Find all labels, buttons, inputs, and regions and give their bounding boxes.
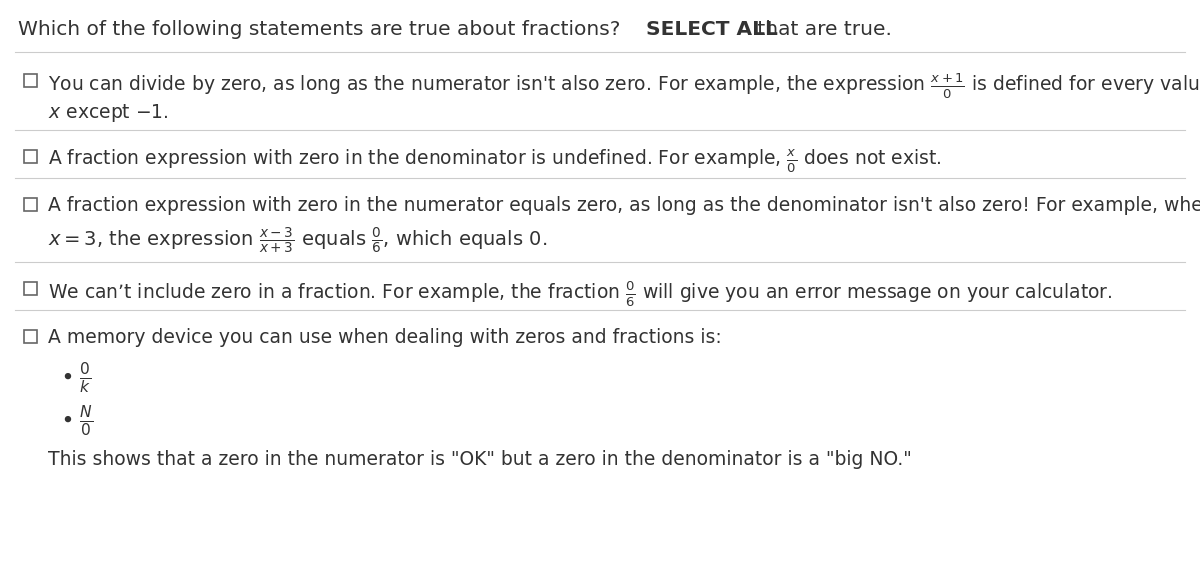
Text: SELECT ALL: SELECT ALL [647,20,779,39]
Text: $x = 3$, the expression $\frac{x-3}{x+3}$ equals $\frac{0}{6}$, which equals 0.: $x = 3$, the expression $\frac{x-3}{x+3}… [48,226,547,256]
Text: $\bullet\;\frac{N}{0}$: $\bullet\;\frac{N}{0}$ [60,403,94,438]
Text: $\bullet\;\frac{0}{k}$: $\bullet\;\frac{0}{k}$ [60,360,92,395]
Text: A fraction expression with zero in the denominator is undefined. For example, $\: A fraction expression with zero in the d… [48,148,942,175]
Text: Which of the following statements are true about fractions?: Which of the following statements are tr… [18,20,626,39]
Text: that are true.: that are true. [751,20,892,39]
Text: A memory device you can use when dealing with zeros and fractions is:: A memory device you can use when dealing… [48,328,721,347]
Bar [24,149,37,162]
Bar [24,281,37,294]
Bar [24,198,37,211]
Text: This shows that a zero in the numerator is "OK" but a zero in the denominator is: This shows that a zero in the numerator … [48,450,912,469]
Bar [24,74,37,87]
Bar [24,329,37,342]
Text: You can divide by zero, as long as the numerator isn't also zero. For example, t: You can divide by zero, as long as the n… [48,72,1200,101]
Text: We can’t include zero in a fraction. For example, the fraction $\frac{0}{6}$ wil: We can’t include zero in a fraction. For… [48,280,1112,310]
Text: A fraction expression with zero in the numerator equals zero, as long as the den: A fraction expression with zero in the n… [48,196,1200,215]
Text: $x$ except $-1$.: $x$ except $-1$. [48,102,169,124]
